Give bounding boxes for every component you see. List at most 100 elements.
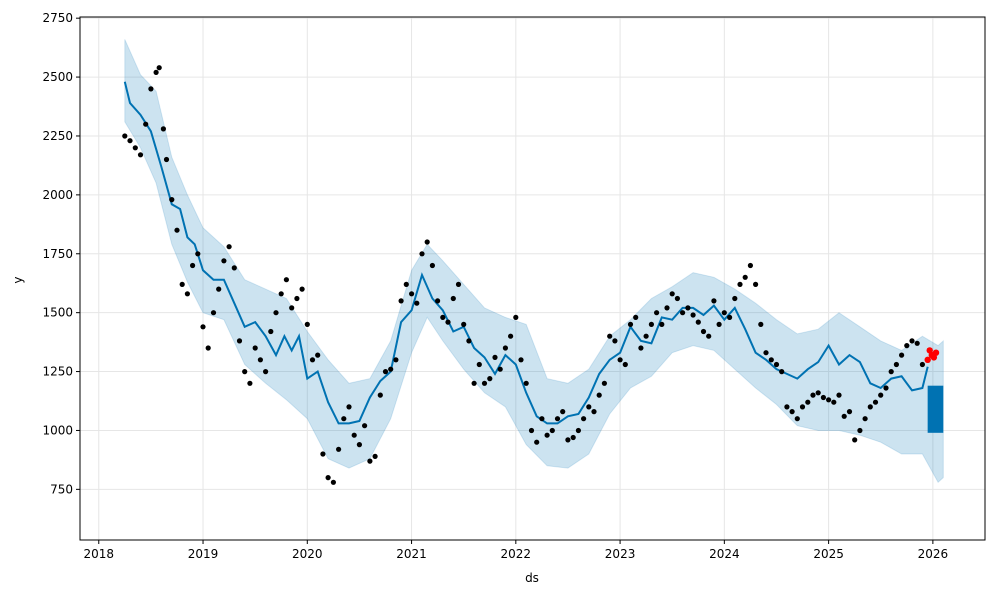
observed-point [700, 328, 707, 335]
observed-point [758, 321, 764, 327]
observed-point [294, 295, 300, 302]
observed-point [721, 310, 727, 316]
y-tick-label: 750 [50, 482, 73, 496]
observed-point [648, 321, 655, 327]
x-tick-label: 2024 [709, 547, 740, 561]
observed-point [919, 361, 926, 368]
observed-point [403, 281, 409, 287]
observed-point [586, 404, 592, 410]
observed-point [481, 380, 488, 386]
x-tick-label: 2026 [918, 547, 949, 561]
observed-point [680, 310, 686, 316]
observed-point [393, 357, 399, 363]
x-tick-label: 2018 [83, 547, 114, 561]
observed-point [539, 416, 545, 422]
observed-point [304, 321, 310, 327]
observed-point [252, 345, 258, 351]
observed-point [872, 399, 879, 405]
x-tick-label: 2025 [813, 547, 844, 561]
observed-point [409, 291, 415, 297]
observed-point [242, 369, 248, 375]
observed-point [773, 361, 780, 368]
observed-point [502, 345, 508, 351]
observed-point [336, 446, 342, 452]
observed-point [461, 321, 467, 327]
observed-point [309, 357, 316, 363]
x-tick-label: 2019 [188, 547, 219, 561]
observed-point [356, 442, 362, 448]
observed-point [122, 133, 128, 139]
observed-point [127, 138, 133, 144]
observed-point [831, 399, 837, 405]
observed-point [247, 380, 253, 386]
observed-point [904, 343, 910, 349]
observed-point [737, 281, 743, 287]
observed-point [711, 298, 717, 304]
forecast-line-layer [123, 81, 944, 433]
observed-point [174, 227, 180, 233]
observed-point [156, 65, 162, 71]
observed-point [633, 314, 639, 320]
observed-point [565, 437, 571, 443]
observed-point [513, 314, 519, 320]
observed-point [341, 416, 347, 422]
observed-point [523, 380, 529, 386]
observed-point [627, 321, 634, 327]
observed-point [205, 345, 211, 351]
observed-point [867, 404, 873, 410]
observed-point [732, 295, 738, 302]
observed-point [388, 366, 394, 372]
y-tick-label: 1250 [42, 365, 73, 379]
observed-point [398, 298, 404, 304]
observed-point [184, 291, 190, 297]
observed-point [528, 427, 535, 434]
observed-point [695, 319, 701, 325]
observed-point [497, 366, 503, 372]
observed-point [810, 392, 816, 398]
observed-point [377, 392, 383, 398]
observed-point [450, 295, 456, 302]
observed-point [367, 458, 373, 464]
observed-point [794, 416, 800, 422]
observed-point [132, 145, 138, 151]
observed-point [826, 397, 832, 403]
recent-point [932, 349, 940, 356]
observed-point [664, 305, 670, 311]
observed-point [278, 291, 284, 297]
y-tick-label: 2250 [42, 129, 73, 143]
observed-point [195, 251, 201, 257]
observed-point [471, 380, 477, 386]
observed-point [674, 295, 681, 302]
observed-point [596, 392, 602, 398]
observed-point [466, 338, 472, 344]
observed-point [753, 281, 759, 287]
observed-point [169, 197, 175, 203]
observed-point [414, 300, 420, 306]
observed-point [289, 305, 295, 311]
y-tick-label: 2500 [42, 70, 73, 84]
observed-point [846, 409, 853, 415]
x-axis-label: ds [525, 571, 539, 585]
observed-point [575, 427, 582, 434]
observed-point [659, 321, 665, 327]
observed-point [554, 416, 561, 422]
observed-point [643, 333, 649, 339]
observed-point [236, 338, 243, 344]
observed-point [160, 126, 166, 132]
observed-point [883, 385, 889, 391]
observed-point [893, 361, 900, 368]
observed-point [440, 314, 446, 320]
observed-point [200, 324, 206, 330]
observed-point [669, 291, 675, 297]
observed-point [654, 310, 660, 316]
axis-layer: 2018 2019 2020 2021 2022 2023 2024 2025 2026 750 1… [42, 11, 986, 561]
observed-point [148, 86, 154, 92]
observed-point [143, 121, 149, 127]
uncertainty-band-layer [124, 39, 944, 484]
observed-point [429, 262, 435, 269]
observed-point [716, 321, 722, 327]
observed-point [591, 409, 597, 415]
observed-point [351, 432, 357, 438]
observed-point [508, 333, 514, 339]
